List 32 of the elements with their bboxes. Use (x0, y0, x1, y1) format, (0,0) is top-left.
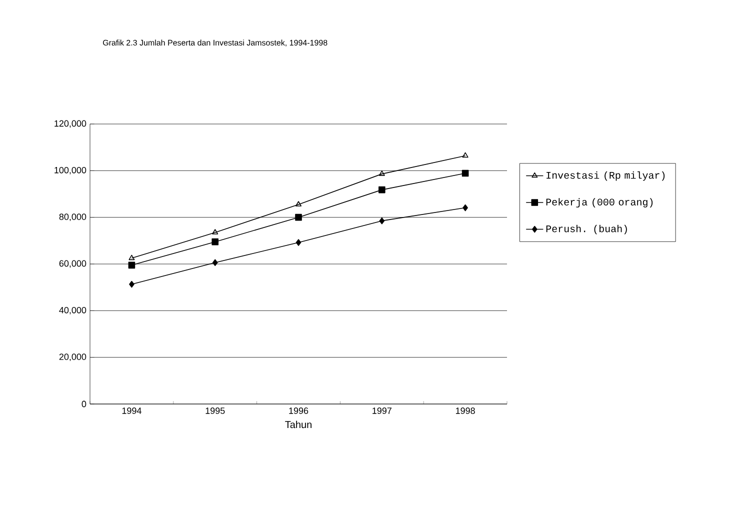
point (296, 201, 302, 206)
point (462, 152, 468, 158)
point (212, 229, 218, 234)
point (128, 262, 136, 269)
point (296, 239, 302, 246)
x-tick-label: 1996 (289, 408, 308, 414)
point (295, 214, 302, 221)
point (378, 170, 385, 176)
y-tick-label: 120,000 (54, 120, 86, 128)
x-axis-title: Tahun (285, 420, 312, 428)
x-tick-label: 1998 (456, 408, 475, 414)
point (129, 280, 134, 288)
chart-title: Grafik 2.3 Jumlah Peserta dan Investasi Jamsostek, 1994-1998 (103, 40, 328, 46)
legend-label: Pekerja (000 orang) (546, 198, 653, 208)
y-tick-label: 20,000 (59, 354, 86, 362)
legend-label: Perush. (buah) (546, 224, 627, 234)
point (128, 254, 135, 260)
x-tick-label: 1995 (206, 408, 225, 414)
point (378, 186, 386, 194)
x-tick-label: 1994 (122, 408, 142, 414)
point (379, 217, 385, 224)
legend-label: Investasi (Rp milyar) (546, 171, 665, 181)
point (212, 238, 218, 246)
point (212, 259, 218, 266)
x-tick-label: 1997 (372, 408, 392, 414)
y-tick-label: 40,000 (59, 306, 86, 314)
y-tick-label: 100,000 (54, 166, 86, 174)
point (462, 204, 468, 212)
y-tick-label: 80,000 (59, 214, 86, 222)
y-tick-label: 60,000 (59, 260, 86, 268)
point (462, 170, 469, 177)
y-tick-label: 0 (82, 400, 86, 408)
